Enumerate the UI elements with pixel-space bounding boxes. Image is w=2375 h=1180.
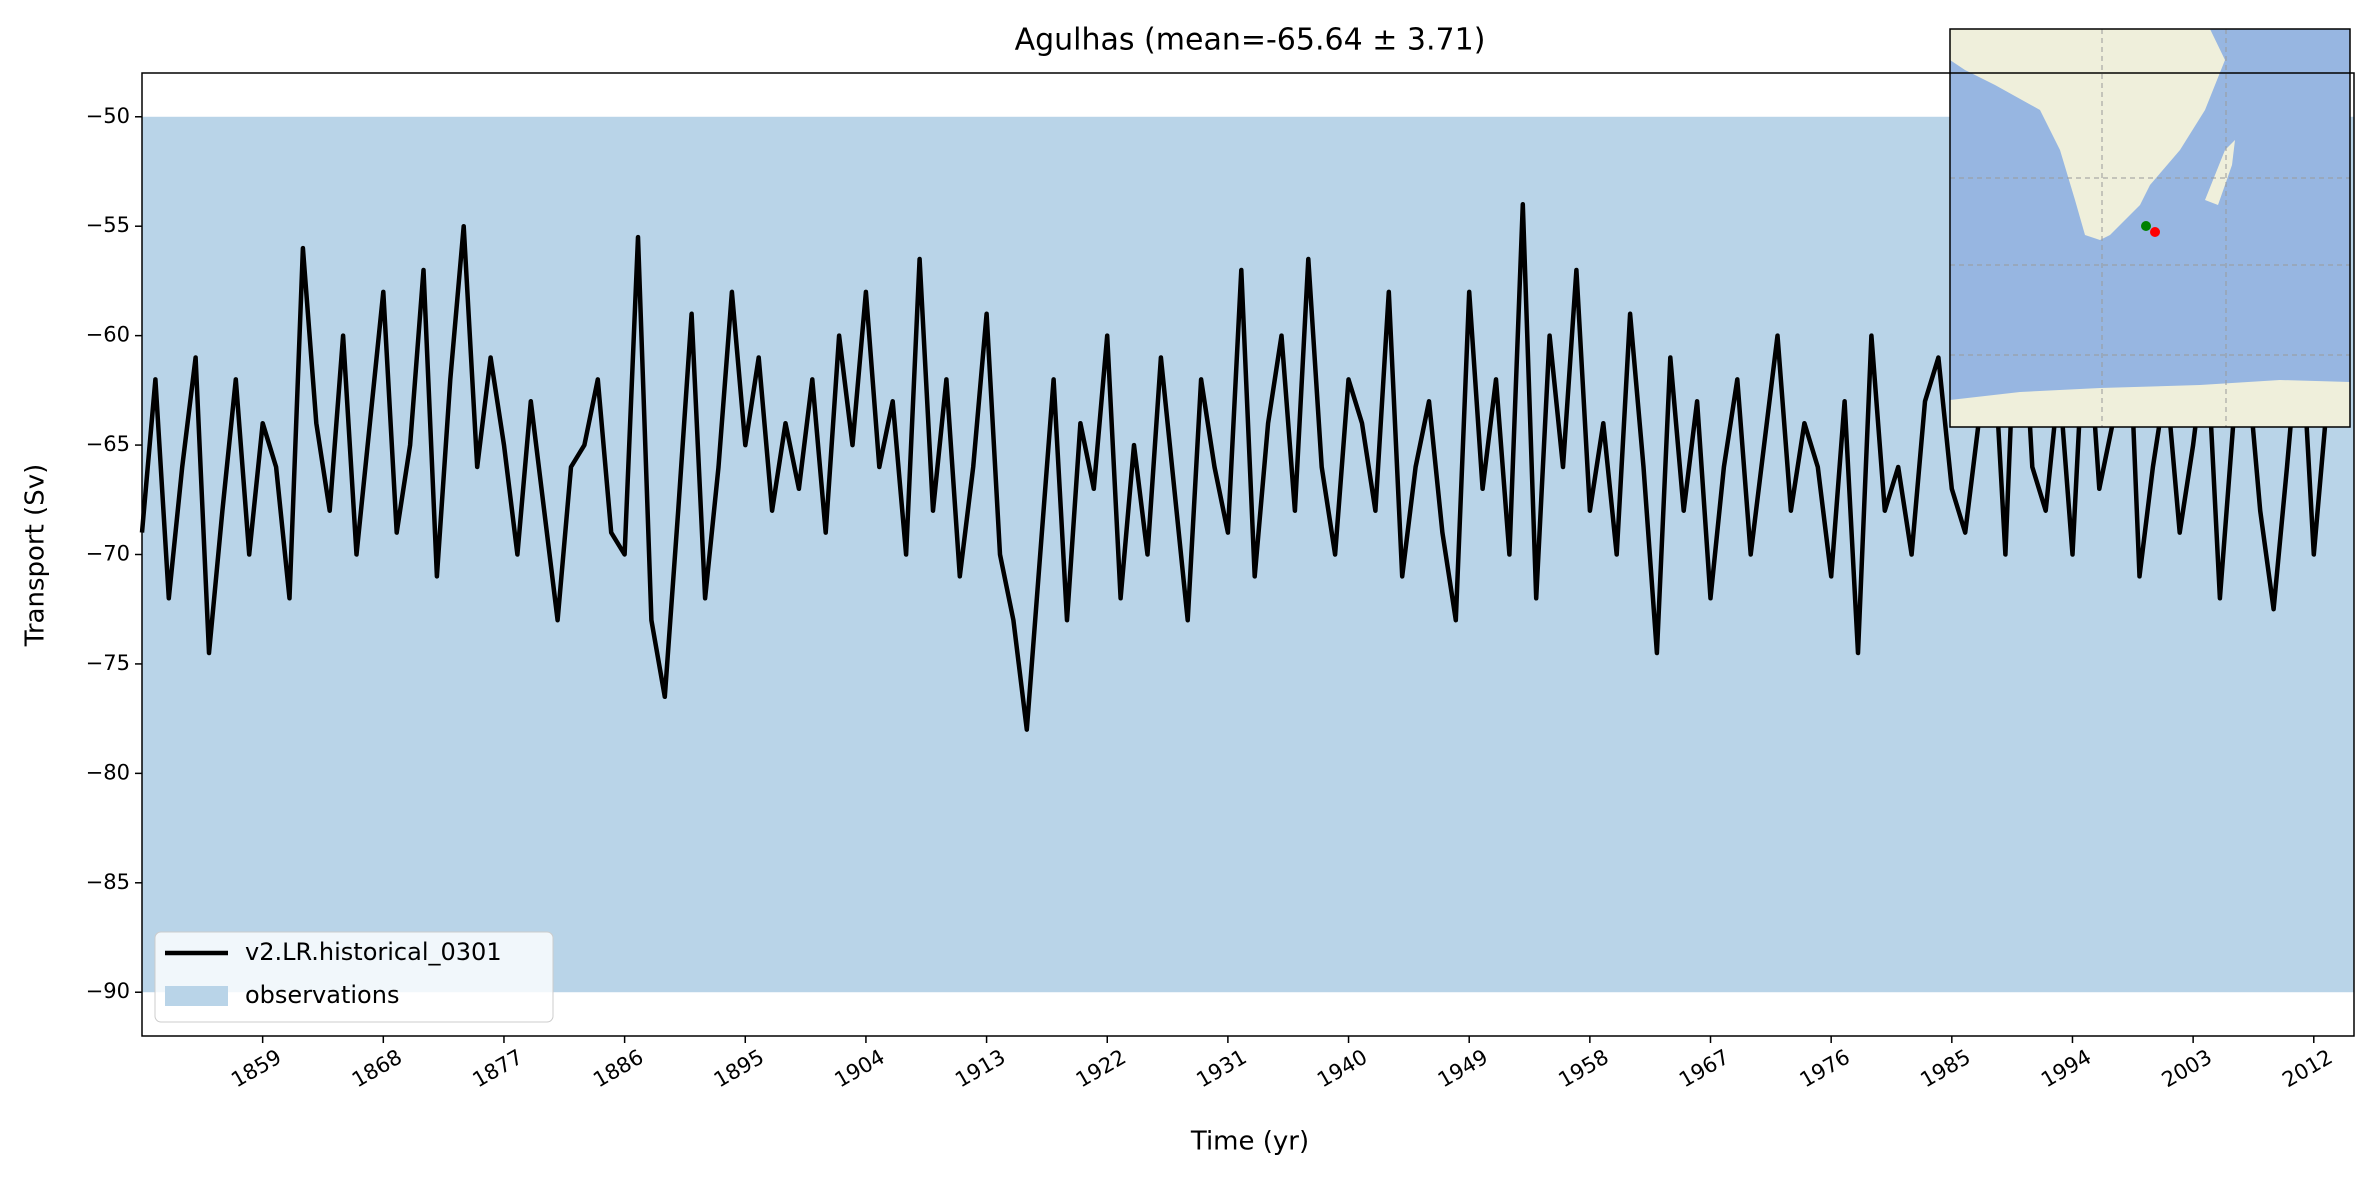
x-tick-label: 1913 [951,1045,1009,1093]
y-tick-label: −65 [86,432,130,456]
y-tick-label: −50 [86,104,130,128]
chart-title: Agulhas (mean=-65.64 ± 3.71) [1015,23,1486,58]
x-tick-label: 1895 [710,1045,768,1093]
map-point [2150,227,2160,237]
map-frame [1949,28,2351,428]
y-tick-label: −55 [86,213,130,237]
legend-box [154,931,554,1023]
x-tick-label: 1976 [1796,1045,1854,1093]
legend: v2.LR.historical_0301 observations [154,931,554,1023]
y-tick-label: −90 [86,979,130,1003]
legend-label: v2.LR.historical_0301 [245,938,502,966]
x-tick-label: 1958 [1554,1045,1612,1093]
y-axis-label: Transport (Sv) [21,464,51,647]
x-tick-label: 1949 [1434,1045,1492,1093]
x-tick-label: 1877 [468,1045,526,1093]
y-tick-label: −80 [86,760,130,784]
x-tick-label: 1904 [830,1045,888,1093]
x-tick-label: 1994 [2037,1045,2095,1093]
x-axis-label: Time (yr) [1190,1127,1309,1157]
axes-frame [141,72,2355,1037]
x-tick-label: 1922 [1072,1045,1130,1093]
x-tick-label: 1886 [589,1045,647,1093]
x-tick-label: 2003 [2158,1045,2216,1093]
legend-swatch [165,986,228,1006]
y-tick-label: −75 [86,651,130,675]
y-tick-label: −60 [86,323,130,347]
x-tick-label: 1985 [1916,1045,1974,1093]
x-tick-label: 1967 [1675,1045,1733,1093]
x-tick-label: 1931 [1192,1045,1250,1093]
legend-label: observations [245,981,399,1009]
map-island [2205,140,2235,205]
x-tick-label: 1859 [227,1045,285,1093]
y-tick-label: −70 [86,542,130,566]
y-tick-label: −85 [86,870,130,894]
x-tick-label: 2012 [2278,1045,2336,1093]
series-line [139,202,2343,732]
x-tick-label: 1940 [1313,1045,1371,1093]
inset-map [1949,28,2351,428]
map-point [2141,221,2151,231]
map-antarctica [1950,380,2350,427]
map-land [1950,29,2225,240]
x-tick-label: 1868 [348,1045,406,1093]
